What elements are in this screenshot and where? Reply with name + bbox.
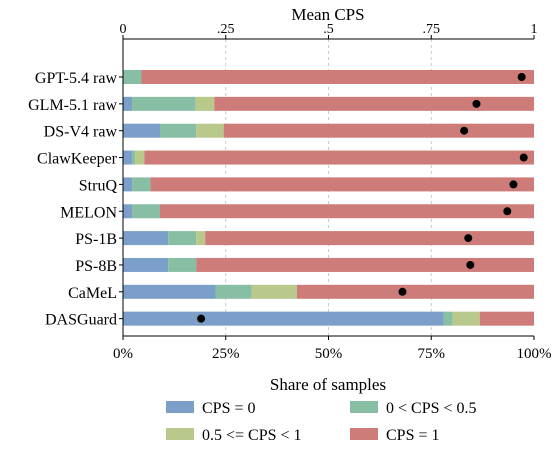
- bar-segment: [159, 204, 535, 219]
- bar-segment: [123, 96, 133, 111]
- x-tick-label: 0%: [113, 346, 133, 362]
- legend-swatch: [350, 428, 378, 440]
- bars-group: [123, 70, 535, 326]
- mean-cps-dot: [519, 153, 528, 162]
- bar-segment: [159, 123, 197, 138]
- bar-segment: [123, 257, 169, 272]
- bar-segment: [132, 150, 136, 165]
- legend-label: 0.5 <= CPS < 1: [202, 427, 302, 444]
- category-label: ClawKeeper: [37, 151, 118, 168]
- mean-cps-dot: [517, 73, 526, 81]
- mean-cps-dot: [197, 314, 206, 323]
- bar-segment: [132, 96, 196, 111]
- category-label: PS-1B: [75, 231, 117, 248]
- category-label: DS-V4 raw: [44, 124, 118, 141]
- mean-cps-dot: [460, 126, 469, 135]
- category-label: CaMeL: [68, 285, 117, 302]
- category-label: GPT-5.4 raw: [35, 70, 118, 87]
- bar-segment: [214, 96, 534, 111]
- top-tick-label: .75: [423, 22, 441, 37]
- mean-cps-dot: [503, 207, 512, 216]
- bar-segment: [215, 284, 252, 299]
- bar-segment: [443, 311, 453, 326]
- bar-segment: [123, 177, 133, 192]
- x-tick-label: 100%: [517, 346, 552, 362]
- bar-segment: [251, 284, 297, 299]
- bar-segment: [195, 96, 215, 111]
- mean-cps-dot: [464, 234, 473, 243]
- top-tick-label: .25: [217, 22, 235, 37]
- top-tick-label: .5: [323, 22, 334, 37]
- axes: GPT-5.4 raw GLM-5.1 raw DS-V4 raw ClawKeepe…: [28, 22, 551, 362]
- bar-segment: [168, 231, 197, 246]
- bar-segment: [452, 311, 480, 326]
- bar-segment: [150, 177, 535, 192]
- legend-label: 0 < CPS < 0.5: [386, 400, 477, 417]
- bar-segment: [123, 284, 216, 299]
- mean-cps-dot: [398, 287, 407, 296]
- legend-swatch: [350, 401, 378, 413]
- bar-segment: [141, 70, 534, 84]
- bar-segment: [123, 70, 142, 84]
- category-label: PS-8B: [75, 258, 117, 275]
- legend-swatch: [166, 428, 194, 440]
- bar-segment: [123, 150, 133, 165]
- top-axis-title: Mean CPS: [291, 5, 364, 24]
- bar-segment: [123, 204, 133, 219]
- category-label: StruQ: [79, 177, 118, 194]
- x-tick-label: 25%: [212, 346, 240, 362]
- bar-segment: [479, 311, 534, 326]
- bar-segment: [196, 123, 224, 138]
- legend-swatch: [166, 401, 194, 413]
- bar-segment: [132, 177, 151, 192]
- legend-label: CPS = 1: [386, 427, 440, 444]
- top-tick-label: 0: [120, 22, 127, 37]
- bar-segment: [223, 123, 534, 138]
- bar-segment: [135, 150, 145, 165]
- mean-cps-dot: [466, 260, 475, 269]
- bar-segment: [205, 231, 534, 246]
- bar-segment: [196, 231, 206, 246]
- mean-cps-markers: [197, 73, 528, 323]
- category-label: DASGuard: [45, 312, 117, 329]
- category-label: GLM-5.1 raw: [28, 97, 117, 114]
- legend-label: CPS = 0: [202, 400, 256, 417]
- top-tick-label: 1: [531, 22, 538, 37]
- bar-segment: [144, 150, 534, 165]
- bar-segment: [132, 204, 160, 219]
- mean-cps-dot: [509, 180, 518, 189]
- bar-segment: [296, 284, 534, 299]
- legend: CPS = 0 0 < CPS < 0.5 0.5 <= CPS < 1 CPS = …: [166, 400, 477, 444]
- x-tick-label: 50%: [315, 346, 343, 362]
- x-axis-title: Share of samples: [270, 375, 386, 394]
- bar-segment: [123, 231, 169, 246]
- mean-cps-dot: [472, 99, 481, 108]
- category-label: MELON: [60, 204, 117, 221]
- bar-segment: [123, 311, 444, 326]
- bar-segment: [168, 257, 197, 272]
- bar-segment: [196, 257, 534, 272]
- x-tick-label: 75%: [418, 346, 446, 362]
- bar-segment: [123, 123, 160, 138]
